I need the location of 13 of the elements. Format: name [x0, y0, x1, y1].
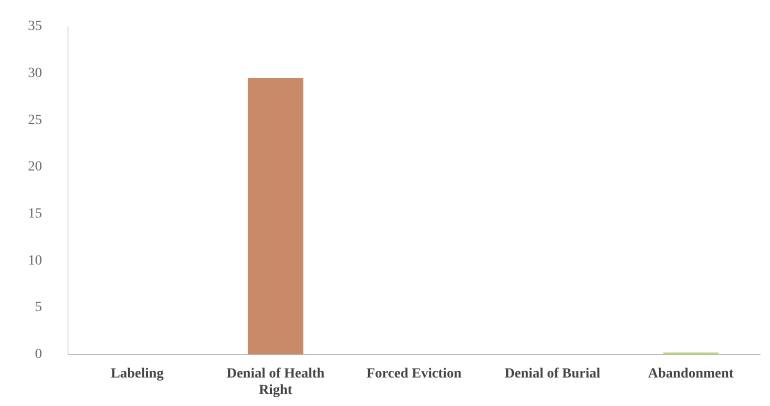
- x-tick-label: Labeling: [110, 366, 164, 382]
- y-tick-label: 35: [28, 19, 42, 34]
- y-tick-label: 20: [28, 160, 42, 175]
- x-tick-label: Forced Eviction: [366, 366, 462, 382]
- y-tick-label: 5: [35, 300, 42, 316]
- x-tick-label: Denial of Burial: [504, 366, 600, 382]
- y-tick-label: 0: [35, 347, 42, 362]
- x-tick-label: Denial of Health Right: [226, 366, 325, 398]
- x-tick-label: Abandonment: [648, 366, 734, 382]
- y-tick-label: 15: [28, 206, 42, 222]
- y-tick-label: 25: [28, 112, 42, 128]
- y-tick-label: 30: [28, 66, 42, 81]
- y-tick-label: 10: [28, 253, 42, 268]
